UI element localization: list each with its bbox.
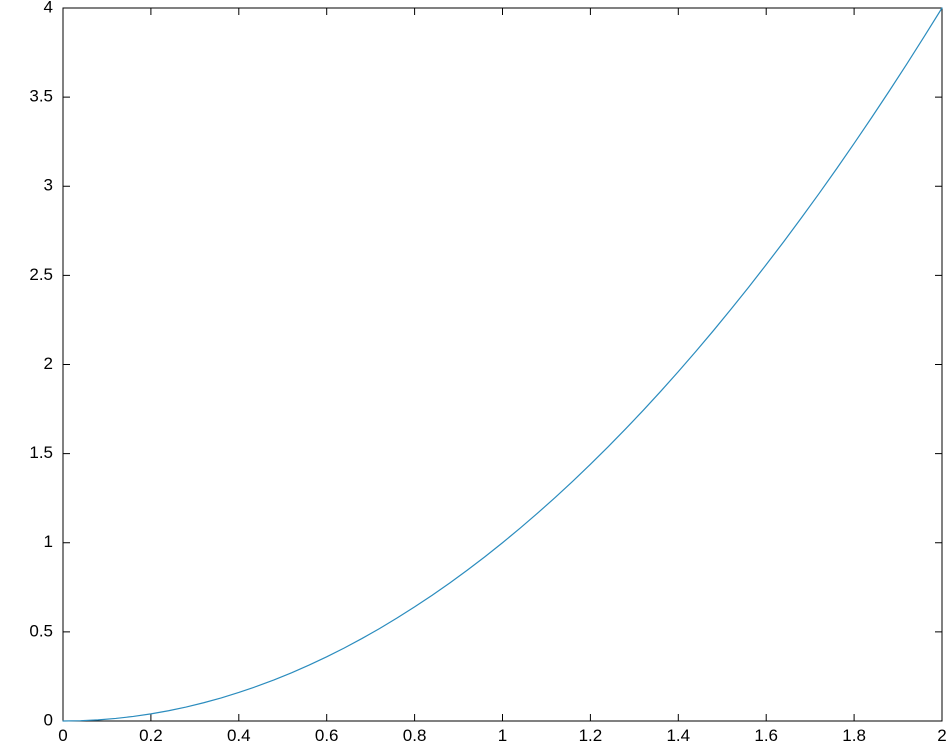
ytick-label: 1.5 bbox=[29, 443, 53, 462]
ytick-label: 1 bbox=[44, 532, 53, 551]
ytick-label: 0 bbox=[44, 710, 53, 729]
xtick-label: 1.6 bbox=[754, 726, 778, 745]
xtick-label: 1.4 bbox=[666, 726, 690, 745]
xtick-label: 1.2 bbox=[579, 726, 603, 745]
ytick-label: 4 bbox=[44, 0, 53, 16]
xtick-label: 2 bbox=[937, 726, 946, 745]
xtick-label: 0 bbox=[58, 726, 67, 745]
xtick-label: 1 bbox=[498, 726, 507, 745]
ytick-label: 2.5 bbox=[29, 265, 53, 284]
line-chart: 0 0.2 0.4 0.6 0.8 1 1.2 1.4 1.6 1.8 2 0 0.5 1 1.5 2 2.5 3… bbox=[0, 0, 950, 754]
xtick-label: 0.8 bbox=[403, 726, 427, 745]
xtick-label: 0.2 bbox=[139, 726, 163, 745]
ytick-label: 2 bbox=[44, 354, 53, 373]
ytick-label: 0.5 bbox=[29, 621, 53, 640]
chart-svg: 0 0.2 0.4 0.6 0.8 1 1.2 1.4 1.6 1.8 2 0 0.5 1 1.5 2 2.5 3… bbox=[0, 0, 950, 754]
xtick-label: 1.8 bbox=[842, 726, 866, 745]
ytick-label: 3.5 bbox=[29, 87, 53, 106]
xtick-label: 0.6 bbox=[315, 726, 339, 745]
ytick-label: 3 bbox=[44, 176, 53, 195]
xtick-label: 0.4 bbox=[227, 726, 251, 745]
chart-background bbox=[0, 0, 950, 754]
